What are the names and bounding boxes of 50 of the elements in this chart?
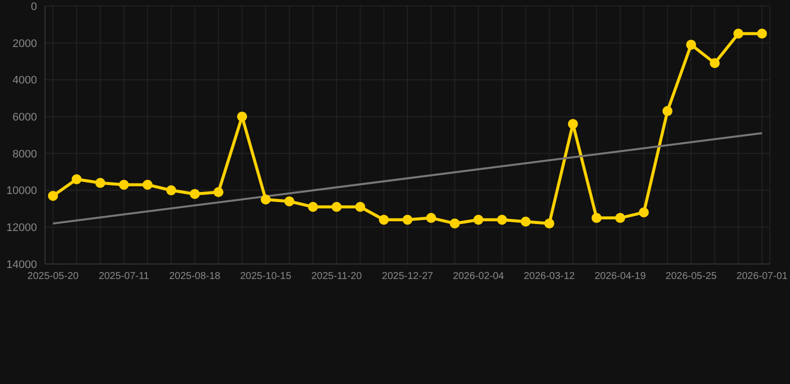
point	[686, 40, 696, 50]
x-tick-label: 2025-08-18	[169, 271, 221, 282]
point	[757, 28, 767, 39]
x-tick-label: 2025-05-20	[27, 271, 80, 282]
x-tick-label: 2026-07-01	[736, 271, 788, 282]
point	[638, 207, 649, 218]
point	[402, 214, 412, 225]
point	[450, 218, 460, 228]
point	[733, 28, 744, 39]
point	[473, 214, 484, 225]
y-tick-label: 10000	[6, 185, 37, 198]
point	[544, 218, 554, 228]
x-tick-label: 2025-10-15	[240, 271, 292, 282]
y-tick-label: 6000	[12, 111, 37, 124]
point	[284, 196, 294, 206]
point	[426, 212, 436, 223]
point	[142, 180, 153, 190]
point	[568, 118, 578, 129]
point	[710, 58, 720, 68]
point	[95, 178, 106, 188]
x-tick-label: 2026-03-12	[524, 271, 576, 282]
y-tick-label: 8000	[12, 148, 37, 160]
x-tick-label: 2025-11-20	[311, 271, 362, 282]
y-tick-label: 12000	[6, 222, 37, 234]
y-tick-label: 4000	[12, 74, 37, 87]
point	[260, 194, 271, 204]
point	[48, 190, 58, 201]
y-tick-label: 14000	[6, 258, 37, 271]
point	[497, 214, 508, 225]
x-tick-label: 2026-05-25	[666, 271, 718, 282]
x-tick-label: 2025-12-27	[382, 271, 434, 282]
y-tick-label: 2000	[12, 38, 37, 50]
point	[378, 214, 389, 225]
point	[592, 212, 602, 223]
point	[662, 106, 672, 116]
point	[615, 212, 626, 223]
point	[190, 188, 200, 199]
x-tick-label: 2025-07-11	[98, 271, 150, 282]
x-tick-label: 2026-04-19	[594, 271, 646, 282]
point	[520, 216, 531, 227]
y-tick-label: 0	[30, 0, 37, 13]
x-tick-label: 2026-02-04	[452, 271, 504, 282]
point	[72, 174, 82, 184]
point	[118, 180, 129, 190]
point	[166, 185, 176, 196]
point	[355, 202, 366, 212]
point	[213, 187, 224, 198]
point	[237, 112, 248, 122]
point	[332, 202, 342, 212]
point	[308, 202, 318, 212]
